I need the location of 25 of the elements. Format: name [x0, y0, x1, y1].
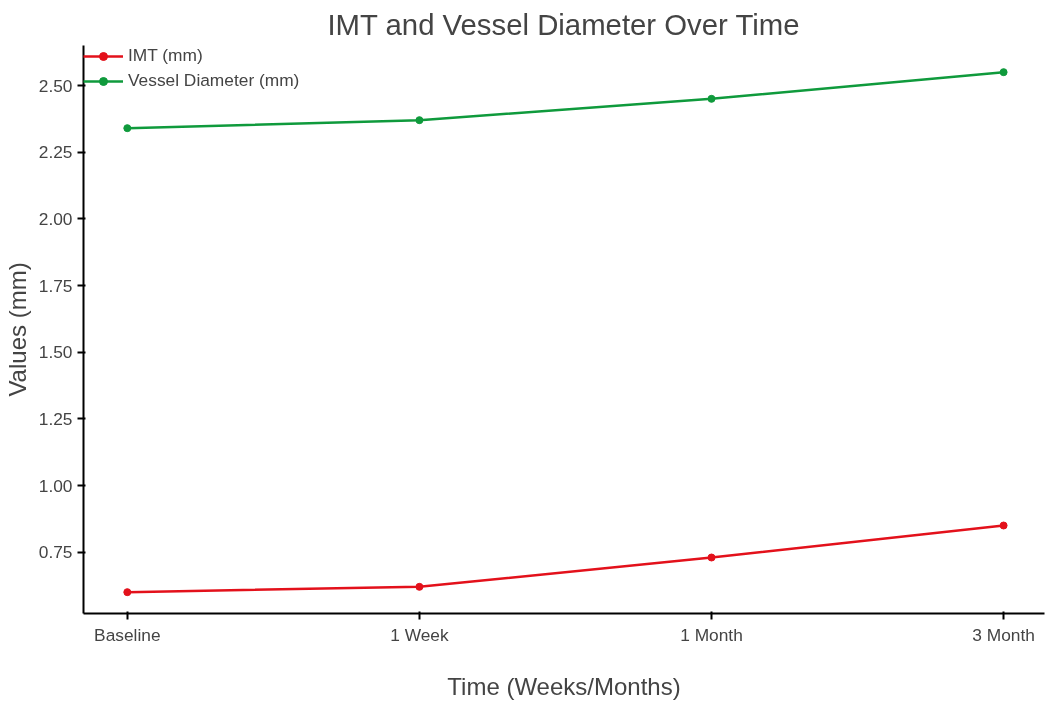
point: [123, 124, 132, 133]
y-tick-label: 2.25: [38, 142, 73, 163]
x-tick-label: 1 Month: [680, 624, 743, 645]
legend-label: Vessel Diameter (mm): [128, 70, 300, 91]
y-tick-label: 2.50: [38, 75, 73, 96]
x-axis-title: Time (Weeks/Months): [447, 672, 681, 700]
y-tick-label: 1.25: [38, 408, 73, 429]
point: [999, 68, 1008, 77]
y-tick-label: 0.75: [38, 542, 73, 563]
x-tick-label: Baseline: [94, 624, 161, 645]
y-tick-label: 1.50: [38, 342, 73, 363]
chart-title: IMT and Vessel Diameter Over Time: [327, 7, 800, 41]
point: [707, 94, 716, 103]
point: [123, 588, 132, 597]
y-tick-label: 1.00: [38, 475, 73, 496]
y-tick-label: 1.75: [38, 275, 73, 296]
x-tick-label: 3 Month: [972, 624, 1035, 645]
point: [999, 521, 1008, 530]
point: [707, 553, 716, 562]
x-tick-label: 1 Week: [390, 624, 449, 645]
y-axis-title: Values (mm): [3, 262, 31, 397]
point: [415, 582, 424, 591]
point: [415, 116, 424, 125]
y-tick-label: 2.00: [38, 208, 73, 229]
legend-label: IMT (mm): [128, 45, 203, 66]
